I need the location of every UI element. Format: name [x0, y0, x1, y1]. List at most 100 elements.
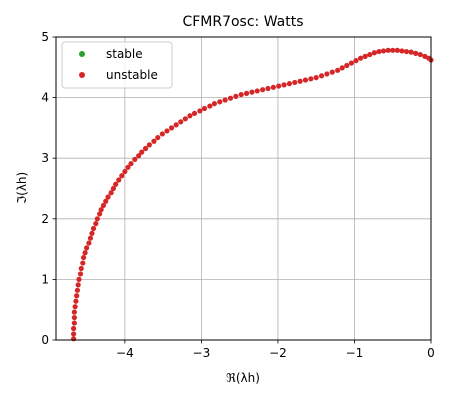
point-unstable	[72, 304, 78, 310]
point-unstable	[116, 177, 122, 183]
point-unstable	[222, 97, 228, 103]
point-unstable	[297, 78, 303, 84]
point-unstable	[281, 82, 287, 88]
point-unstable	[324, 71, 330, 77]
point-unstable	[71, 325, 77, 332]
point-unstable	[74, 287, 81, 293]
point-unstable	[159, 131, 165, 137]
point-unstable	[71, 309, 77, 315]
point-unstable	[399, 48, 405, 54]
point-unstable	[93, 221, 99, 227]
point-unstable	[227, 95, 234, 101]
plot-frame	[55, 36, 432, 341]
point-unstable	[113, 181, 119, 187]
point-unstable	[254, 88, 260, 94]
point-unstable	[94, 216, 100, 222]
point-unstable	[82, 250, 88, 256]
point-unstable	[100, 202, 107, 209]
point-unstable	[78, 265, 84, 272]
legend: stable unstable	[61, 41, 173, 89]
y-tick-label: 4	[41, 91, 49, 105]
point-unstable	[128, 161, 134, 167]
point-unstable	[362, 53, 368, 59]
point-unstable	[353, 58, 359, 64]
point-unstable	[139, 149, 145, 155]
point-unstable	[71, 331, 77, 337]
point-unstable	[417, 51, 423, 58]
point-unstable	[146, 142, 152, 148]
x-tick-label: −2	[269, 346, 287, 360]
point-unstable	[77, 271, 84, 277]
legend-box	[61, 41, 173, 89]
point-unstable	[376, 48, 382, 55]
point-unstable	[394, 47, 400, 53]
point-unstable	[151, 138, 157, 144]
point-unstable	[339, 65, 345, 71]
point-unstable	[105, 194, 111, 200]
point-unstable	[408, 49, 414, 55]
point-unstable	[191, 110, 198, 116]
y-tick-label: 3	[41, 151, 49, 165]
point-unstable	[155, 134, 161, 141]
point-unstable	[164, 128, 170, 134]
point-unstable	[168, 125, 175, 131]
point-unstable	[357, 55, 364, 61]
point-unstable	[97, 211, 103, 217]
point-unstable	[187, 113, 193, 119]
point-unstable	[243, 90, 250, 96]
point-unstable	[84, 245, 90, 251]
point-unstable	[217, 99, 223, 105]
y-tick-label: 2	[41, 212, 49, 226]
point-unstable	[238, 91, 244, 98]
point-unstable	[276, 83, 282, 89]
point-unstable	[413, 50, 419, 56]
legend-label-unstable: unstable	[106, 68, 158, 82]
point-unstable	[201, 105, 208, 112]
point-unstable	[75, 282, 81, 288]
point-unstable	[348, 60, 355, 66]
point-unstable	[89, 230, 95, 236]
point-unstable	[286, 81, 293, 87]
chart-title: CFMR7osc: Watts	[182, 14, 303, 30]
point-unstable	[344, 62, 350, 69]
point-unstable	[119, 173, 125, 179]
point-unstable	[125, 164, 131, 170]
point-unstable	[110, 185, 116, 192]
point-unstable	[71, 314, 77, 321]
point-unstable	[270, 84, 276, 90]
x-tick-label: −1	[346, 346, 364, 360]
point-unstable	[403, 48, 410, 55]
point-unstable	[74, 293, 80, 299]
point-unstable	[313, 75, 319, 81]
point-unstable	[367, 51, 373, 58]
point-unstable	[173, 122, 179, 128]
point-unstable	[249, 89, 255, 95]
legend-marker-stable	[79, 51, 85, 57]
point-unstable	[197, 108, 203, 114]
point-unstable	[122, 168, 128, 175]
point-unstable	[371, 50, 377, 56]
point-unstable	[292, 79, 298, 86]
axis-ticks: −4 −3 −2 −1 0 0 1 2 3 4 5	[41, 30, 434, 360]
point-unstable	[302, 77, 309, 83]
point-unstable	[142, 145, 149, 152]
point-unstable	[178, 119, 184, 125]
x-tick-label: 0	[427, 346, 435, 360]
point-unstable	[76, 276, 82, 282]
point-unstable	[385, 47, 391, 53]
point-unstable	[103, 198, 109, 204]
point-unstable	[390, 47, 396, 53]
point-unstable	[108, 190, 114, 196]
point-unstable	[71, 320, 77, 326]
point-unstable	[182, 116, 188, 122]
point-unstable	[233, 93, 239, 99]
x-axis-label: ℜ(λh)	[226, 371, 260, 385]
legend-label-stable: stable	[106, 47, 143, 61]
x-tick-label: −4	[116, 346, 134, 360]
point-unstable	[265, 85, 271, 92]
point-unstable	[73, 298, 79, 304]
point-unstable	[380, 48, 387, 54]
point-unstable	[132, 156, 138, 163]
point-unstable	[260, 87, 266, 93]
x-tick-label: −3	[193, 346, 211, 360]
